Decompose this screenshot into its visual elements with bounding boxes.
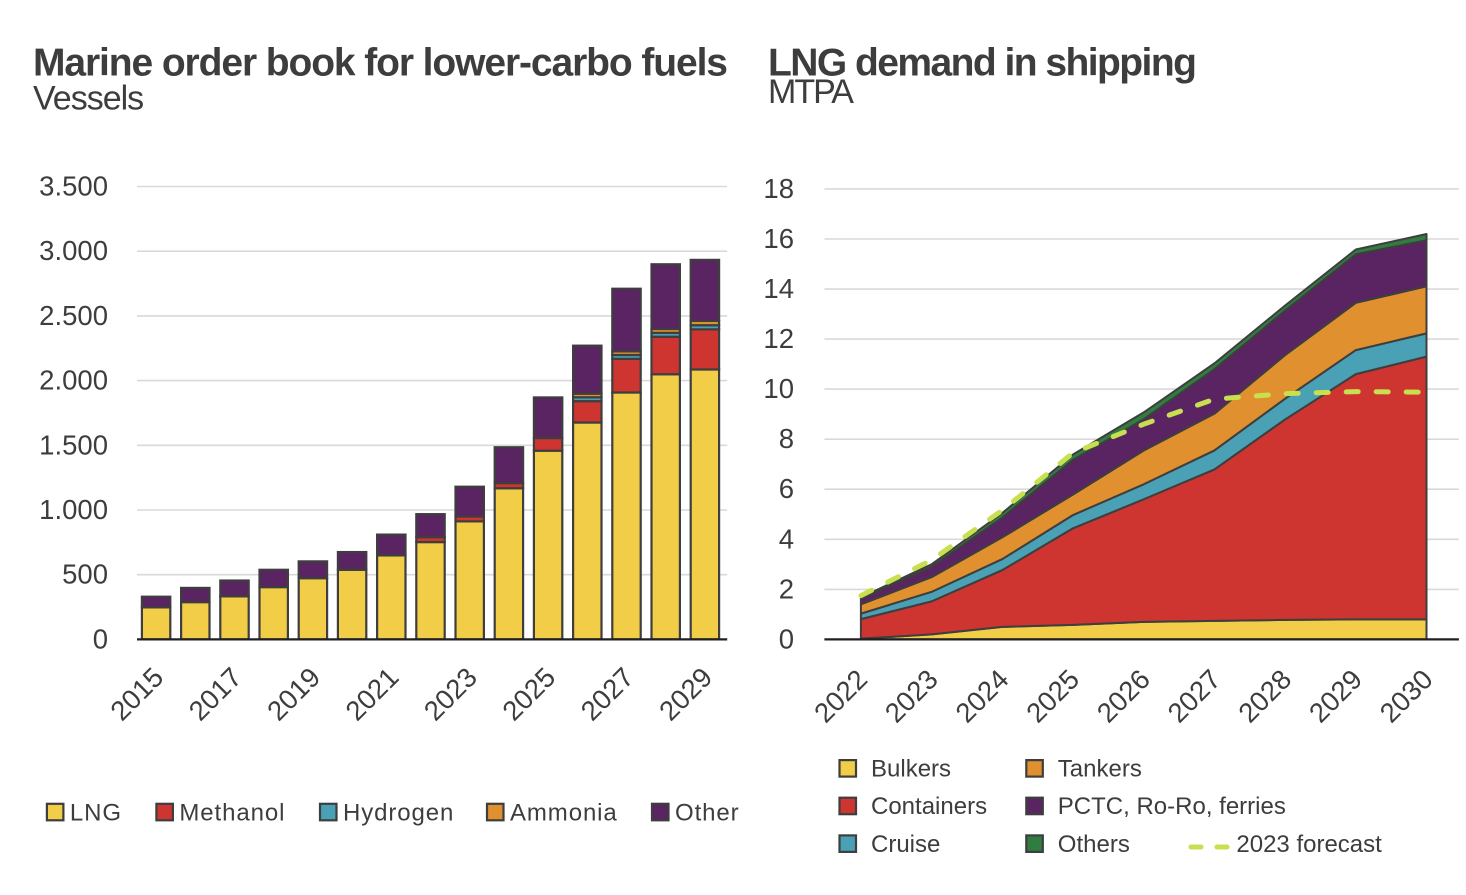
svg-text:Containers: Containers xyxy=(871,793,987,820)
svg-text:4: 4 xyxy=(779,523,794,554)
svg-text:Tankers: Tankers xyxy=(1058,756,1142,783)
svg-text:PCTC, Ro-Ro, ferries: PCTC, Ro-Ro, ferries xyxy=(1058,793,1286,820)
svg-text:1.500: 1.500 xyxy=(39,429,108,460)
svg-text:2023 forecast: 2023 forecast xyxy=(1236,831,1382,858)
svg-text:Methanol: Methanol xyxy=(179,800,285,827)
svg-text:LNG: LNG xyxy=(70,800,122,827)
svg-text:Vessels: Vessels xyxy=(33,80,143,118)
svg-text:12: 12 xyxy=(763,323,794,354)
svg-text:Cruise: Cruise xyxy=(871,831,940,858)
svg-text:16: 16 xyxy=(763,223,794,254)
svg-text:2: 2 xyxy=(779,573,794,604)
svg-text:Marine order book for lower-ca: Marine order book for lower-carbo fuels xyxy=(33,42,727,85)
svg-text:2.000: 2.000 xyxy=(39,365,108,396)
svg-text:Others: Others xyxy=(1058,831,1130,858)
svg-text:Ammonia: Ammonia xyxy=(510,800,618,827)
svg-text:10: 10 xyxy=(763,373,794,404)
svg-text:8: 8 xyxy=(779,423,794,454)
svg-text:3.000: 3.000 xyxy=(39,235,108,266)
svg-text:500: 500 xyxy=(62,559,108,590)
svg-text:18: 18 xyxy=(763,173,794,204)
svg-text:0: 0 xyxy=(93,623,108,654)
svg-text:MTPA: MTPA xyxy=(768,73,854,111)
svg-text:Bulkers: Bulkers xyxy=(871,756,951,783)
svg-text:3.500: 3.500 xyxy=(39,171,108,202)
svg-text:Hydrogen: Hydrogen xyxy=(343,800,454,827)
svg-text:0: 0 xyxy=(779,623,794,654)
svg-text:6: 6 xyxy=(779,473,794,504)
svg-text:1.000: 1.000 xyxy=(39,494,108,525)
svg-text:Other: Other xyxy=(675,800,740,827)
svg-text:14: 14 xyxy=(763,273,794,304)
svg-text:LNG demand in shipping: LNG demand in shipping xyxy=(768,42,1195,85)
svg-text:2.500: 2.500 xyxy=(39,300,108,331)
